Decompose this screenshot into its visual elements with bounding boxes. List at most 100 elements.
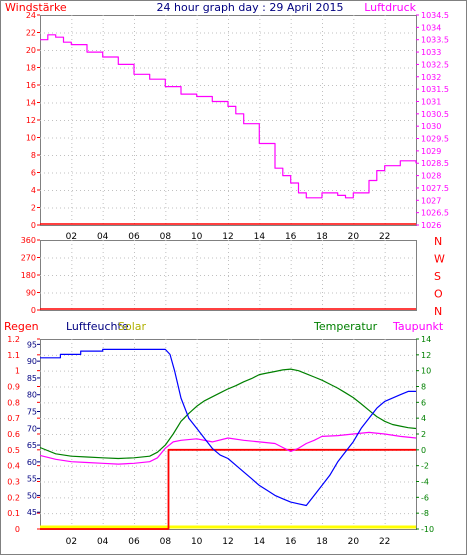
legend-taupunkt: Taupunkt <box>392 320 444 333</box>
x-tick-label: 16 <box>285 232 297 242</box>
x-tick-label: 22 <box>379 232 390 242</box>
rain-tick-label: 0.5 <box>7 446 20 455</box>
wind-tick-label: 24 <box>26 11 36 20</box>
rain-tick-label: 1.1 <box>7 351 20 360</box>
wind-tick-label: 0 <box>31 221 36 230</box>
taupunkt-line <box>39 431 417 465</box>
temperature-tick-label: 4 <box>421 414 426 423</box>
humidity-tick-label: 50 <box>27 491 37 500</box>
series <box>39 348 417 530</box>
direction-tick-label: 0 <box>31 306 36 315</box>
legend-solar: Solar <box>118 320 147 333</box>
x-tick-label: 10 <box>191 232 203 242</box>
wind-tick-label: 14 <box>26 99 36 108</box>
windstaerke-label: Windstärke <box>5 1 67 14</box>
direction-tick-label: 270 <box>21 254 36 263</box>
wind-tick-label: 2 <box>31 204 36 213</box>
rain-tick-label: 0.9 <box>7 383 20 392</box>
rain-tick-label: 0.3 <box>7 478 20 487</box>
wind-tick-label: 18 <box>26 64 36 73</box>
direction-tick-label: 180 <box>21 271 36 280</box>
pressure-tick-label: 1026 <box>421 221 441 230</box>
pressure-tick-label: 1026.5 <box>421 209 449 218</box>
legend-luftfeuchte: Luftfeuchte <box>66 320 129 333</box>
temperature-tick-label: 12 <box>421 351 431 360</box>
temperature-tick-label: -10 <box>421 525 434 534</box>
x-tick-label: 20 <box>348 537 360 547</box>
compass-label: W <box>434 253 445 266</box>
x-tick-label: 16 <box>285 537 297 547</box>
temperature-tick-label: 14 <box>421 335 431 344</box>
temperature-tick-label: 8 <box>421 383 426 392</box>
pressure-tick-label: 1027 <box>421 196 441 205</box>
rain-tick-label: 0.6 <box>7 430 20 439</box>
compass-label: O <box>434 288 443 301</box>
compass-label: N <box>434 305 442 318</box>
series <box>40 34 417 225</box>
humidity-tick-label: 70 <box>27 424 37 433</box>
x-tick-label: 12 <box>222 537 233 547</box>
x-tick-label: 04 <box>97 537 109 547</box>
rain-tick-label: 1.2 <box>7 335 20 344</box>
pressure-tick-label: 1028.5 <box>421 159 449 168</box>
chart-title: 24 hour graph day : 29 April 2015 <box>157 1 344 14</box>
x-tick-label: 06 <box>128 537 140 547</box>
pressure-tick-label: 1030.5 <box>421 110 449 119</box>
x-tick-label: 22 <box>379 537 390 547</box>
x-axis-ticks: 02 04 06 08 10 12 14 16 18 20 22 <box>66 537 391 547</box>
temperature-tick-label: 0 <box>421 446 426 455</box>
pressure-tick-label: 1028 <box>421 172 441 181</box>
right-axis-ticks: 1026 1026.5 1027 1027.5 1028 1028.5 1029 1029.5… <box>416 11 449 230</box>
rain-tick-label: 0.4 <box>7 462 20 471</box>
pressure-tick-label: 1033 <box>421 48 441 57</box>
legend-regen: Regen <box>4 320 39 333</box>
x-tick-label: 18 <box>316 232 328 242</box>
wind-tick-label: 10 <box>26 134 36 143</box>
pressure-tick-label: 1033.5 <box>421 36 449 45</box>
humidity-axis-ticks: 45 50 55 60 65 70 75 80 85 90 95 <box>27 340 40 517</box>
wind-tick-label: 16 <box>26 81 36 90</box>
temperatur-line <box>39 368 417 460</box>
humidity-tick-label: 75 <box>27 408 37 417</box>
climate-panel: 00.10.20.30.40.50.60.70.80.911.11.2 4550… <box>7 335 434 547</box>
humidity-tick-label: 85 <box>27 374 37 383</box>
left-axis-ticks: 0 90 180 270 360 <box>21 236 40 315</box>
pressure-tick-label: 1031 <box>421 97 441 106</box>
temperature-axis-ticks: -10 -8 -6 -4 -2 0 2 4 6 8 10 12 14 <box>416 335 434 534</box>
grid <box>40 240 416 310</box>
x-tick-label: 08 <box>160 537 172 547</box>
rain-tick-label: 0.7 <box>7 414 20 423</box>
pressure-tick-label: 1029 <box>421 147 441 156</box>
temperature-tick-label: 2 <box>421 430 426 439</box>
rain-tick-label: 0.1 <box>7 509 20 518</box>
x-tick-label: 14 <box>254 232 266 242</box>
pressure-tick-label: 1032.5 <box>421 60 449 69</box>
humidity-tick-label: 95 <box>27 340 37 349</box>
pressure-tick-label: 1034 <box>421 23 441 32</box>
humidity-tick-label: 80 <box>27 391 37 400</box>
humidity-tick-label: 90 <box>27 357 37 366</box>
temperature-tick-label: 10 <box>421 367 431 376</box>
pressure-tick-label: 1027.5 <box>421 184 449 193</box>
rain-tick-label: 0.2 <box>7 493 20 502</box>
humidity-tick-label: 60 <box>27 458 37 467</box>
temperature-tick-label: -2 <box>421 462 429 471</box>
wind-tick-label: 22 <box>26 29 36 38</box>
temperature-tick-label: -6 <box>421 493 429 502</box>
grid <box>40 339 416 529</box>
rain-tick-label: 0 <box>15 525 20 534</box>
temperature-tick-label: -8 <box>421 509 429 518</box>
legend-temperatur: Temperatur <box>313 320 378 333</box>
wind-tick-label: 6 <box>31 169 36 178</box>
direction-tick-label: 90 <box>26 289 36 298</box>
pressure-tick-label: 1030 <box>421 122 441 131</box>
rain-tick-label: 1 <box>15 367 20 376</box>
x-tick-label: 08 <box>160 232 172 242</box>
x-axis-ticks: 02 04 06 08 10 12 14 16 18 20 22 <box>66 232 391 242</box>
